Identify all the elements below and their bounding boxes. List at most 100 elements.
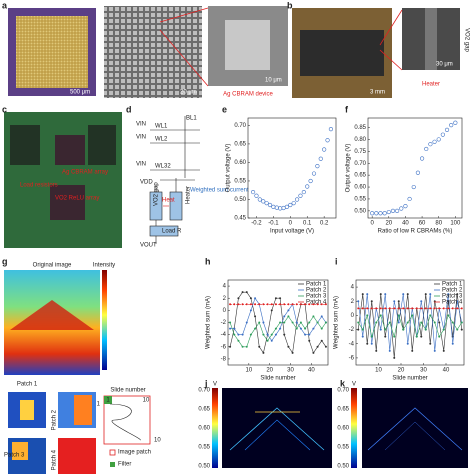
point	[420, 321, 423, 324]
circuit	[149, 116, 200, 244]
point	[406, 293, 409, 296]
colorbar-tick: 0.60	[198, 426, 210, 432]
point	[361, 293, 364, 296]
point	[320, 303, 323, 306]
point	[357, 300, 360, 303]
point	[415, 335, 418, 338]
series-line	[357, 294, 463, 358]
point	[266, 303, 269, 306]
caption: VO2 gap	[463, 28, 469, 52]
y-tick-label: 0.65	[234, 142, 246, 148]
point	[397, 300, 400, 303]
point	[379, 293, 382, 296]
point	[320, 315, 323, 318]
point	[308, 339, 311, 342]
point	[281, 205, 286, 211]
x-tick-label: 20	[266, 368, 273, 374]
plot-frame	[247, 117, 337, 219]
point	[361, 335, 364, 338]
point	[361, 307, 364, 310]
point	[241, 303, 244, 306]
point	[312, 315, 315, 318]
caption: Intensity	[93, 263, 115, 269]
point	[299, 303, 302, 306]
point	[283, 321, 286, 324]
point	[262, 333, 265, 336]
point	[424, 307, 427, 310]
point	[384, 335, 387, 338]
legend-label: Patch 2	[306, 288, 327, 294]
y-tick-label: 4	[351, 285, 355, 291]
circuit-label: WL1	[155, 124, 168, 130]
point	[308, 333, 311, 336]
point	[366, 293, 369, 296]
point	[250, 189, 256, 195]
point	[366, 307, 369, 310]
point	[438, 307, 441, 310]
point	[420, 335, 423, 338]
point	[432, 139, 437, 144]
point	[258, 303, 261, 306]
point	[316, 303, 319, 306]
point	[316, 321, 319, 324]
point	[451, 342, 454, 345]
point	[453, 120, 458, 125]
y-tick-label: 0.85	[354, 125, 366, 131]
point	[229, 345, 232, 348]
point	[451, 321, 454, 324]
point	[447, 314, 450, 317]
point	[264, 201, 269, 206]
point	[424, 146, 429, 152]
point	[419, 156, 425, 161]
y-axis-label: Weighted sum (mA)	[206, 296, 212, 349]
point	[393, 307, 396, 310]
legend-label: Patch 2	[442, 288, 463, 294]
point	[388, 307, 391, 310]
x-axis-label: Slide number	[392, 376, 427, 382]
point	[456, 300, 459, 303]
point	[274, 205, 279, 210]
point	[424, 328, 427, 331]
panel-letter: h	[205, 256, 211, 266]
y-tick-label: 0	[351, 313, 355, 319]
point	[447, 293, 450, 296]
point	[274, 333, 277, 336]
point	[375, 307, 378, 310]
point	[378, 211, 383, 216]
y-tick-label: 0.55	[354, 197, 366, 203]
y-tick-label: 2	[223, 296, 227, 302]
circuit-label: WL32	[155, 164, 171, 170]
circuit-label: Heater	[186, 186, 192, 204]
point	[233, 303, 236, 306]
panel-letter: e	[222, 104, 227, 114]
point	[370, 300, 373, 303]
x-tick-label: 0.2	[320, 221, 329, 227]
caption: 1	[97, 402, 101, 408]
y-tick-label: 0.75	[354, 149, 366, 155]
point	[406, 321, 409, 324]
point	[433, 321, 436, 324]
legend-label: Patch 4	[306, 300, 327, 306]
point	[312, 327, 315, 330]
point	[395, 208, 400, 213]
point	[241, 333, 244, 336]
x-axis-label: Ratio of low R CBRAMs (%)	[378, 229, 453, 235]
point	[379, 314, 382, 317]
point	[411, 184, 416, 190]
point	[245, 303, 248, 306]
point	[402, 328, 405, 331]
point	[402, 307, 405, 310]
panel-letter: k	[340, 378, 346, 388]
point	[320, 339, 323, 342]
point	[279, 303, 282, 306]
panel-b-images	[292, 8, 460, 98]
y-tick-label: -2	[221, 320, 227, 326]
caption: Load resistors	[20, 183, 58, 189]
point	[278, 206, 283, 211]
colorbar-tick: 0.65	[198, 407, 210, 413]
y-tick-label: 0.60	[234, 160, 246, 166]
point	[315, 164, 320, 169]
y-tick-label: -4	[221, 332, 227, 338]
point	[291, 351, 294, 354]
panel-letter: a	[2, 0, 8, 10]
